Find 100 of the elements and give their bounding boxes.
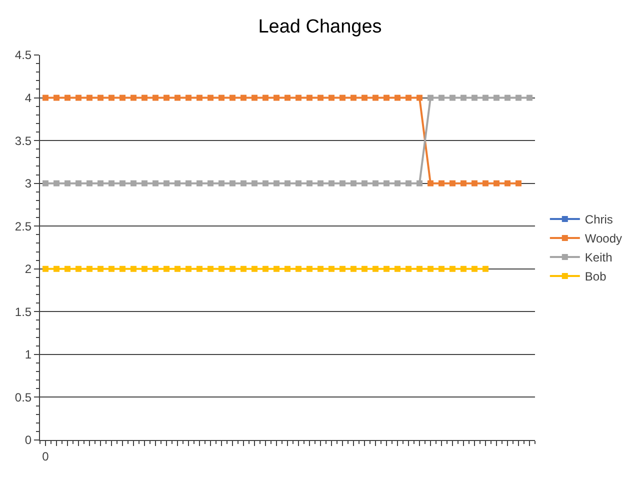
point [218,180,224,186]
point [328,180,334,186]
chart-title: Lead Changes [258,16,382,38]
point [494,94,500,101]
point [328,94,334,101]
point [296,266,302,272]
point [86,180,92,186]
point [274,94,280,101]
point [394,180,400,186]
point [428,94,434,101]
point [54,180,60,186]
point [482,94,488,101]
y-tick-label: 4.5 [14,48,32,62]
point [186,180,192,186]
point [230,266,236,272]
point [152,266,158,272]
point [42,180,48,186]
point [152,180,158,186]
point [76,266,82,272]
point [340,266,346,272]
point [108,94,114,101]
point [504,94,510,101]
point [472,180,478,186]
point [416,94,422,101]
point [230,180,236,186]
point [362,266,368,272]
point [296,94,302,101]
point [350,94,356,101]
point [262,266,268,272]
y-tick-label: 0.5 [14,390,32,404]
point [526,94,532,101]
point [142,94,148,101]
point [340,180,346,186]
point [186,266,192,272]
point [120,180,126,186]
point [306,180,312,186]
point [240,266,246,272]
point [516,94,522,101]
point [394,94,400,101]
point [284,180,290,186]
y-tick-label: 0 [24,433,32,448]
point [416,266,422,272]
point [394,266,400,272]
point [350,266,356,272]
point [42,94,48,101]
point [252,180,258,186]
point [196,266,202,272]
point [482,180,488,186]
point [318,94,324,101]
legend-label: Bob [584,270,607,284]
legend-label: Woody [584,232,622,246]
point [130,266,136,272]
point [120,94,126,101]
point [252,266,258,272]
point [438,94,444,101]
point [186,94,192,101]
point [240,180,246,186]
point [482,266,488,272]
point [284,266,290,272]
point [54,94,60,101]
point [406,266,412,272]
point [372,180,378,186]
point [384,266,390,272]
point [318,266,324,272]
point [504,180,510,186]
point [240,94,246,101]
point [460,180,466,186]
point [296,180,302,186]
point [262,94,268,101]
point [318,180,324,186]
point [76,180,82,186]
point [152,94,158,101]
point [196,180,202,186]
point [494,180,500,186]
point [108,180,114,186]
y-tick-label: 1 [24,348,32,362]
point [516,180,522,186]
point [362,94,368,101]
point [362,180,368,186]
point [130,180,136,186]
point [428,266,434,272]
point [284,94,290,101]
legend-label: Keith [584,250,612,265]
y-tick-label: 4 [24,90,32,105]
point [406,180,412,186]
point [416,180,422,186]
point [218,266,224,272]
point [86,266,92,272]
point [306,94,312,101]
point [142,180,148,186]
point [64,180,70,186]
point [372,94,378,101]
point [372,266,378,272]
legend-label: Chris [584,212,613,227]
point [164,94,170,101]
point [120,266,126,272]
point [450,180,456,186]
point [98,266,104,272]
point [64,266,70,272]
point [274,266,280,272]
